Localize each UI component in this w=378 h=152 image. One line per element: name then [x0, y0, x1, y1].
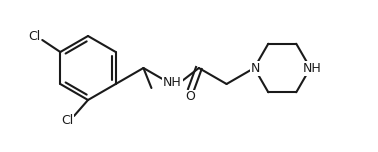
Text: Cl: Cl	[28, 29, 40, 43]
Text: Cl: Cl	[61, 114, 73, 128]
Text: N: N	[251, 62, 260, 74]
Text: NH: NH	[303, 62, 322, 74]
Text: O: O	[185, 90, 195, 104]
Text: NH: NH	[163, 76, 181, 90]
